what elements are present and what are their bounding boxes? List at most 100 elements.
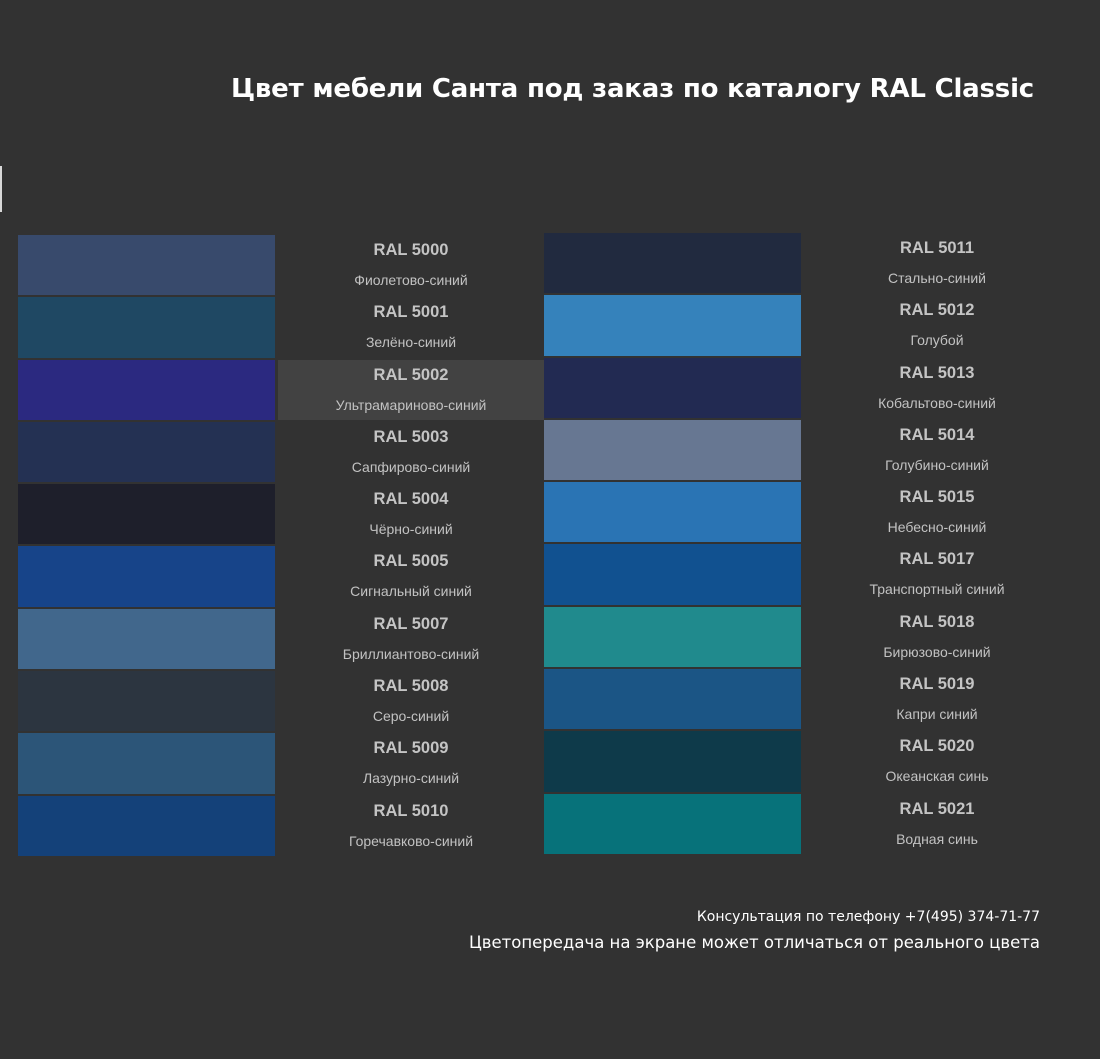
- ral-name: Ультрамариново-синий: [335, 396, 487, 413]
- color-swatch[interactable]: [544, 731, 801, 792]
- color-row[interactable]: RAL 5010 Горечавково-синий: [18, 795, 544, 856]
- ral-name: Капри синий: [896, 706, 978, 723]
- color-row[interactable]: RAL 5020 Океанская синь: [544, 731, 1070, 792]
- ral-name: Голубой: [910, 332, 964, 349]
- color-label: RAL 5015 Небесно-синий: [804, 482, 1070, 542]
- color-label: RAL 5021 Водная синь: [804, 794, 1070, 854]
- color-label: RAL 5010 Горечавково-синий: [278, 796, 544, 856]
- color-swatch[interactable]: [544, 669, 801, 730]
- ral-name: Фиолетово-синий: [354, 272, 468, 288]
- ral-code: RAL 5014: [899, 425, 975, 444]
- color-row[interactable]: RAL 5004 Чёрно-синий: [18, 484, 544, 545]
- ral-name: Бирюзово-синий: [883, 643, 991, 660]
- color-label: RAL 5005 Сигнальный синий: [278, 546, 544, 606]
- ral-code: RAL 5007: [373, 614, 449, 633]
- color-row[interactable]: RAL 5008 Серо-синий: [18, 671, 544, 732]
- color-swatch[interactable]: [18, 733, 275, 794]
- color-label: RAL 5002 Ультрамариново-синий: [278, 359, 544, 420]
- color-swatch[interactable]: [544, 544, 801, 605]
- color-swatch[interactable]: [18, 297, 275, 358]
- ral-name: Голубино-синий: [885, 456, 989, 473]
- color-swatch[interactable]: [544, 606, 801, 668]
- color-row[interactable]: RAL 5009 Лазурно-синий: [18, 733, 544, 794]
- ral-name: Кобальтово-синий: [878, 394, 996, 411]
- color-row[interactable]: RAL 5000 Фиолетово-синий: [18, 235, 544, 296]
- color-row[interactable]: RAL 5002 Ультрамариново-синий: [18, 359, 544, 420]
- ral-name: Серо-синий: [372, 708, 450, 725]
- color-label: RAL 5009 Лазурно-синий: [278, 733, 544, 793]
- color-swatch[interactable]: [18, 359, 275, 420]
- color-row[interactable]: RAL 5014 Голубино-синий: [544, 419, 1070, 481]
- color-label: RAL 5020 Океанская синь: [804, 731, 1070, 791]
- color-row[interactable]: RAL 5021 Водная синь: [544, 793, 1070, 854]
- right-color-column: RAL 5011 Стально-синий RAL 5012 Голубой …: [544, 233, 1070, 856]
- color-swatch[interactable]: [18, 795, 275, 856]
- color-swatch[interactable]: [18, 421, 275, 483]
- color-label: RAL 5004 Чёрно-синий: [278, 484, 544, 544]
- color-swatch[interactable]: [544, 233, 801, 294]
- color-swatch[interactable]: [544, 295, 801, 356]
- ral-name: Чёрно-синий: [369, 521, 453, 538]
- edge-divider: [0, 166, 2, 212]
- ral-name: Лазурно-синий: [362, 770, 460, 787]
- ral-code: RAL 5015: [899, 488, 975, 507]
- color-label: RAL 5018 Бирюзово-синий: [804, 607, 1070, 667]
- ral-code: RAL 5009: [373, 739, 449, 758]
- ral-name: Бриллиантово-синий: [342, 645, 480, 662]
- ral-name: Горечавково-синий: [348, 832, 474, 849]
- ral-code: RAL 5000: [373, 241, 449, 259]
- ral-name: Сапфирово-синий: [351, 458, 471, 475]
- color-label: RAL 5012 Голубой: [804, 295, 1070, 355]
- ral-code: RAL 5002: [373, 365, 449, 384]
- color-row[interactable]: RAL 5018 Бирюзово-синий: [544, 606, 1070, 668]
- color-row[interactable]: RAL 5001 Зелёно-синий: [18, 297, 544, 358]
- ral-code: RAL 5011: [900, 239, 974, 257]
- ral-code: RAL 5004: [373, 490, 449, 509]
- ral-name: Небесно-синий: [887, 519, 987, 536]
- color-swatch[interactable]: [18, 671, 275, 732]
- color-swatch[interactable]: [18, 484, 275, 545]
- color-row[interactable]: RAL 5005 Сигнальный синий: [18, 546, 544, 607]
- color-swatch[interactable]: [18, 235, 275, 296]
- color-label: RAL 5011 Стально-синий: [804, 233, 1070, 293]
- ral-code: RAL 5021: [899, 799, 975, 818]
- color-row[interactable]: RAL 5013 Кобальтово-синий: [544, 357, 1070, 418]
- color-row[interactable]: RAL 5015 Небесно-синий: [544, 482, 1070, 543]
- ral-code: RAL 5017: [899, 550, 975, 569]
- color-row[interactable]: RAL 5017 Транспортный синий: [544, 544, 1070, 605]
- color-swatch[interactable]: [18, 546, 275, 607]
- color-label: RAL 5019 Капри синий: [804, 669, 1070, 729]
- ral-code: RAL 5019: [899, 675, 975, 694]
- color-swatch[interactable]: [18, 608, 275, 670]
- color-label: RAL 5008 Серо-синий: [278, 671, 544, 731]
- ral-code: RAL 5010: [373, 801, 449, 820]
- color-row[interactable]: RAL 5019 Капри синий: [544, 669, 1070, 730]
- color-row[interactable]: RAL 5003 Сапфирово-синий: [18, 421, 544, 483]
- color-label: RAL 5000 Фиолетово-синий: [278, 235, 544, 295]
- color-label: RAL 5017 Транспортный синий: [804, 544, 1070, 604]
- ral-code: RAL 5012: [899, 301, 975, 320]
- color-label: RAL 5013 Кобальтово-синий: [804, 358, 1070, 418]
- ral-code: RAL 5020: [899, 737, 975, 756]
- color-swatch[interactable]: [544, 482, 801, 543]
- color-swatch[interactable]: [544, 419, 801, 481]
- color-swatch[interactable]: [544, 357, 801, 418]
- ral-code: RAL 5001: [373, 303, 449, 322]
- ral-code: RAL 5008: [373, 677, 449, 696]
- left-color-column: RAL 5000 Фиолетово-синий RAL 5001 Зелёно…: [18, 235, 544, 858]
- color-label: RAL 5001 Зелёно-синий: [278, 297, 544, 357]
- ral-code: RAL 5013: [899, 363, 975, 382]
- color-swatch[interactable]: [544, 793, 801, 854]
- consultation-phone: Консультация по телефону +7(495) 374-71-…: [696, 909, 1040, 925]
- ral-name: Транспортный синий: [869, 581, 1005, 598]
- ral-name: Зелёно-синий: [365, 334, 457, 351]
- ral-name: Сигнальный синий: [350, 583, 472, 600]
- page-title: Цвет мебели Санта под заказ по каталогу …: [231, 74, 1034, 104]
- ral-name: Стально-синий: [888, 270, 986, 286]
- color-row[interactable]: RAL 5012 Голубой: [544, 295, 1070, 356]
- ral-code: RAL 5005: [373, 552, 449, 571]
- ral-name: Водная синь: [896, 830, 978, 847]
- color-disclaimer: Цветопередача на экране может отличаться…: [468, 933, 1040, 952]
- color-row[interactable]: RAL 5007 Бриллиантово-синий: [18, 608, 544, 670]
- color-row[interactable]: RAL 5011 Стально-синий: [544, 233, 1070, 294]
